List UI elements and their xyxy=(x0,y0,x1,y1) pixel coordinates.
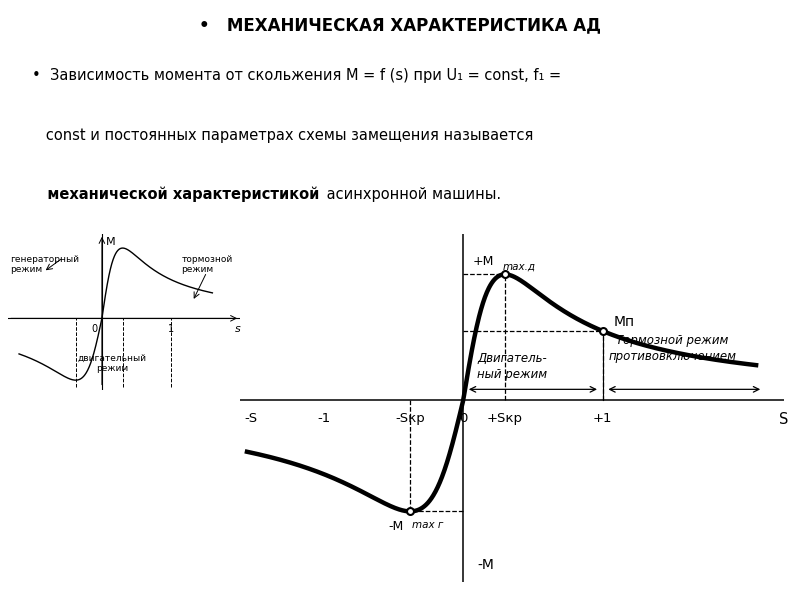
Text: 0: 0 xyxy=(91,324,98,334)
Text: 1: 1 xyxy=(168,324,174,334)
Text: •   МЕХАНИЧЕСКАЯ ХАРАКТЕРИСТИКА АД: • МЕХАНИЧЕСКАЯ ХАРАКТЕРИСТИКА АД xyxy=(199,16,601,34)
Text: Двигатель-
ный режим: Двигатель- ный режим xyxy=(477,352,547,381)
Text: -M: -M xyxy=(477,558,494,572)
Text: Mп: Mп xyxy=(614,314,635,329)
Text: const и постоянных параметрах схемы замещения называется: const и постоянных параметрах схемы заме… xyxy=(32,128,534,143)
Text: M: M xyxy=(106,236,116,247)
Text: -S: -S xyxy=(245,412,258,425)
Text: +Sкр: +Sкр xyxy=(487,412,523,425)
Text: -M: -M xyxy=(388,520,403,533)
Text: +M: +M xyxy=(473,255,494,268)
Text: Тормозной режим
противовключением: Тормозной режим противовключением xyxy=(609,334,737,362)
Text: -1: -1 xyxy=(317,412,330,425)
Text: асинхронной машины.: асинхронной машины. xyxy=(322,187,501,202)
Text: +1: +1 xyxy=(593,412,613,425)
Text: max г: max г xyxy=(411,520,443,530)
Text: -Sкр: -Sкр xyxy=(395,412,425,425)
Text: max.д: max.д xyxy=(502,262,535,271)
Text: двигательный
режим: двигательный режим xyxy=(78,354,146,373)
Text: генераторный
режим: генераторный режим xyxy=(10,255,79,274)
Text: •  Зависимость момента от скольжения M = f (s) при U₁ = const, f₁ =: • Зависимость момента от скольжения M = … xyxy=(32,68,561,83)
Text: тормозной
режим: тормозной режим xyxy=(182,255,233,274)
Text: механической характеристикой: механической характеристикой xyxy=(32,187,319,202)
Text: 0: 0 xyxy=(459,412,467,425)
Text: s: s xyxy=(235,324,241,334)
Text: S: S xyxy=(779,412,789,427)
